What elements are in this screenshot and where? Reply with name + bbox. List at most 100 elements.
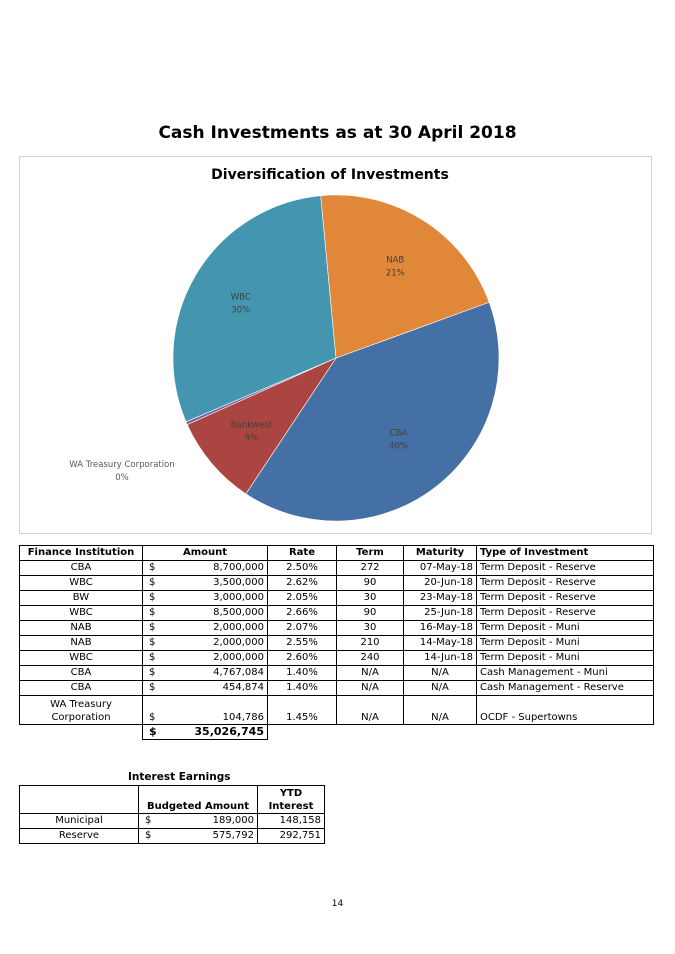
col-header-rate: Rate bbox=[267, 545, 337, 561]
cell-term: 90 bbox=[336, 575, 404, 591]
table-row: CBA $ 454,874 1.40% N/A N/A Cash Managem… bbox=[19, 680, 654, 696]
cell-currency: $ bbox=[141, 575, 160, 591]
interest-earnings-table: Budgeted Amount YTD Interest Municipal $… bbox=[19, 785, 325, 844]
cell-currency: $ bbox=[141, 635, 160, 651]
investments-table: Finance Institution Amount Rate Term Mat… bbox=[19, 545, 654, 740]
cell-term: N/A bbox=[336, 695, 404, 725]
cell-type: Term Deposit - Reserve bbox=[476, 575, 654, 591]
cell-type: OCDF - Supertowns bbox=[476, 695, 654, 725]
cell-institution: CBA bbox=[19, 680, 143, 696]
cell-amount: 3,000,000 bbox=[159, 590, 268, 606]
cell-ytd: 148,158 bbox=[257, 813, 325, 829]
cell-institution: WBC bbox=[19, 575, 143, 591]
table-row: Municipal $ 189,000 148,158 bbox=[19, 813, 325, 829]
cell-amount: 3,500,000 bbox=[159, 575, 268, 591]
pie-label-name: Bankwest bbox=[231, 421, 273, 431]
cell-amount: 454,874 bbox=[159, 680, 268, 696]
cell-type: Cash Management - Reserve bbox=[476, 680, 654, 696]
total-currency: $ bbox=[141, 724, 160, 740]
table-row: WBC $ 2,000,000 2.60% 240 14-Jun-18 Term… bbox=[19, 650, 654, 666]
pie-label-percent: 9% bbox=[245, 434, 258, 444]
cell-institution-line1: WA Treasury bbox=[50, 699, 112, 710]
cell-institution: WBC bbox=[19, 650, 143, 666]
cell-rate: 1.40% bbox=[267, 680, 337, 696]
col-header-ytd-line1: YTD bbox=[279, 788, 303, 799]
cell-type: Term Deposit - Reserve bbox=[476, 560, 654, 576]
cell-rate: 2.07% bbox=[267, 620, 337, 636]
pie-label-name: CBA bbox=[390, 428, 408, 438]
pie-labels: CBA 40% Bankwest 9% WA Treasury Corporation 0… bbox=[69, 255, 408, 483]
table-row: WBC $ 3,500,000 2.62% 90 20-Jun-18 Term … bbox=[19, 575, 654, 591]
cell-amount: 2,000,000 bbox=[159, 650, 268, 666]
cell-amount: 2,000,000 bbox=[159, 635, 268, 651]
cell-term: N/A bbox=[336, 680, 404, 696]
total-row: $ 35,026,745 bbox=[20, 724, 654, 740]
cell-rate: 2.50% bbox=[267, 560, 337, 576]
cell-rate: 2.60% bbox=[267, 650, 337, 666]
cell-currency: $ bbox=[138, 828, 155, 844]
page-title: Cash Investments as at 30 April 2018 bbox=[158, 123, 517, 143]
cell-amount: 2,000,000 bbox=[159, 620, 268, 636]
cell-label: Reserve bbox=[19, 828, 139, 844]
cell-amount: 4,767,084 bbox=[159, 665, 268, 681]
cell-institution-line2: Corporation bbox=[51, 712, 111, 723]
pie-label-percent: 30% bbox=[231, 305, 250, 315]
table-row: BW $ 3,000,000 2.05% 30 23-May-18 Term D… bbox=[19, 590, 654, 606]
pie-slice-bankwest bbox=[186, 357, 337, 495]
cell-rate: 2.66% bbox=[267, 605, 337, 621]
pie-chart: Diversification of Investments CBA 40% Ban… bbox=[19, 156, 652, 534]
cell-type: Term Deposit - Muni bbox=[476, 650, 654, 666]
col-header-type: Type of Investment bbox=[476, 545, 654, 561]
pie-label-percent: 40% bbox=[389, 441, 408, 451]
table-row: WA Treasury Corporation $ 104,786 1.45% … bbox=[19, 695, 654, 725]
total-spacer bbox=[20, 725, 143, 740]
chart-title: Diversification of Investments bbox=[211, 167, 449, 183]
pie-label-name: WA Treasury Corporation bbox=[69, 460, 174, 470]
pie-label-percent: 21% bbox=[386, 268, 405, 278]
col-header-ytd: YTD Interest bbox=[257, 785, 325, 814]
interest-header-row: Budgeted Amount YTD Interest bbox=[19, 785, 325, 814]
cell-rate: 1.40% bbox=[267, 665, 337, 681]
table-row: NAB $ 2,000,000 2.07% 30 16-May-18 Term … bbox=[19, 620, 654, 636]
interest-earnings-title: Interest Earnings bbox=[128, 771, 231, 783]
cell-maturity: 25-Jun-18 bbox=[403, 605, 477, 621]
cell-type: Term Deposit - Reserve bbox=[476, 590, 654, 606]
cell-maturity: 23-May-18 bbox=[403, 590, 477, 606]
table-row: Reserve $ 575,792 292,751 bbox=[19, 828, 325, 844]
cell-type: Term Deposit - Muni bbox=[476, 620, 654, 636]
cell-ytd: 292,751 bbox=[257, 828, 325, 844]
cell-currency: $ bbox=[141, 680, 160, 696]
cell-maturity: 16-May-18 bbox=[403, 620, 477, 636]
col-header-ytd-line2: Interest bbox=[268, 801, 314, 812]
cell-budgeted: 189,000 bbox=[154, 813, 259, 829]
table-row: WBC $ 8,500,000 2.66% 90 25-Jun-18 Term … bbox=[19, 605, 654, 621]
cell-currency: $ bbox=[141, 590, 160, 606]
cell-rate: 2.55% bbox=[267, 635, 337, 651]
col-header-blank bbox=[19, 785, 139, 814]
cell-amount: 104,786 bbox=[159, 695, 268, 725]
cell-currency: $ bbox=[141, 650, 160, 666]
cell-maturity: N/A bbox=[403, 680, 477, 696]
cell-term: 30 bbox=[336, 620, 404, 636]
cell-rate: 2.62% bbox=[267, 575, 337, 591]
pie-slice-nab bbox=[320, 194, 490, 359]
cell-maturity: 07-May-18 bbox=[403, 560, 477, 576]
cell-term: 210 bbox=[336, 635, 404, 651]
total-amount: 35,026,745 bbox=[159, 724, 268, 740]
cell-institution: CBA bbox=[19, 560, 143, 576]
cell-budgeted: 575,792 bbox=[154, 828, 259, 844]
cell-type: Term Deposit - Muni bbox=[476, 635, 654, 651]
cell-institution: WA Treasury Corporation bbox=[19, 695, 143, 725]
cell-rate: 2.05% bbox=[267, 590, 337, 606]
col-header-budgeted: Budgeted Amount bbox=[138, 785, 258, 814]
pie-label-percent: 0% bbox=[115, 473, 129, 483]
cell-maturity: 14-Jun-18 bbox=[403, 650, 477, 666]
pie-chart-canvas: Diversification of Investments CBA 40% Ban… bbox=[69, 167, 500, 522]
col-header-amount: Amount bbox=[142, 545, 268, 561]
col-header-maturity: Maturity bbox=[403, 545, 477, 561]
table-row: CBA $ 4,767,084 1.40% N/A N/A Cash Manag… bbox=[19, 665, 654, 681]
cell-maturity: 14-May-18 bbox=[403, 635, 477, 651]
pie-label-name: NAB bbox=[386, 255, 404, 265]
cell-maturity: 20-Jun-18 bbox=[403, 575, 477, 591]
col-header-term: Term bbox=[336, 545, 404, 561]
